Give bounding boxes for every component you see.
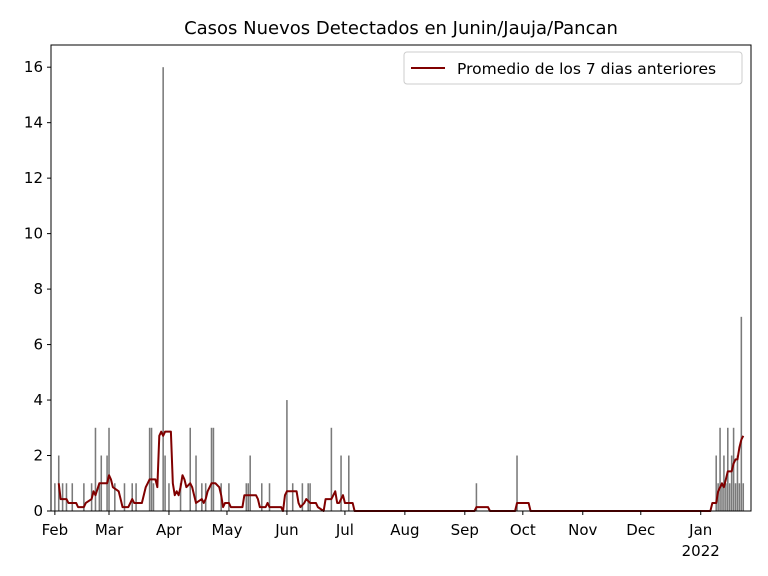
bar — [150, 427, 153, 511]
x-tick-label: Nov — [568, 521, 597, 539]
bar — [71, 483, 74, 511]
bar — [309, 483, 311, 511]
x-tick-label: Jun — [274, 521, 298, 539]
bar — [195, 455, 197, 511]
bars-layer — [54, 67, 745, 511]
y-tick-label: 10 — [24, 225, 43, 243]
x-tick-label: May — [211, 521, 242, 539]
x-tick-label: Oct — [510, 521, 536, 539]
bar — [301, 483, 304, 511]
bar — [719, 427, 721, 511]
bar — [475, 483, 478, 511]
bar — [725, 483, 727, 511]
legend-box — [403, 51, 743, 85]
bar — [247, 483, 250, 511]
x-tick-label: Dec — [626, 521, 655, 539]
bar — [715, 455, 717, 511]
bar — [340, 455, 342, 511]
line-layer — [57, 430, 745, 512]
x-tick-label: Jul — [335, 521, 354, 539]
bar — [740, 316, 743, 511]
bar — [249, 455, 251, 511]
bar — [164, 455, 166, 511]
bar — [732, 427, 735, 511]
y-tick-label: 6 — [33, 336, 43, 354]
bar — [83, 483, 85, 511]
bar — [189, 427, 191, 511]
chart-title: Casos Nuevos Detectados en Junin/Jauja/P… — [184, 18, 618, 39]
x-tick-label: Aug — [390, 521, 419, 539]
series-line-moving-average — [57, 430, 745, 512]
bar — [114, 483, 116, 511]
y-tick-label: 14 — [24, 114, 43, 132]
y-tick-label: 16 — [24, 58, 43, 76]
x-tick-label: Mar — [95, 521, 124, 539]
bar — [330, 427, 333, 511]
bar — [730, 455, 733, 511]
bar — [168, 483, 170, 511]
y-tick-label: 0 — [33, 502, 43, 520]
bar — [108, 427, 110, 511]
x-tick-label: Feb — [42, 521, 69, 539]
plot-frame — [50, 44, 752, 512]
bar — [212, 427, 215, 511]
bar — [734, 483, 737, 511]
bar — [736, 455, 739, 511]
bar — [65, 483, 68, 511]
bar — [98, 483, 101, 511]
bar — [179, 483, 182, 511]
bar — [721, 483, 723, 511]
bar — [61, 483, 64, 511]
bar — [123, 483, 126, 511]
bar — [131, 483, 133, 511]
legend-label: Promedio de los 7 dias anteriores — [457, 60, 716, 78]
bar — [201, 483, 203, 511]
bar — [54, 483, 56, 511]
x-tick-label: Apr — [156, 521, 183, 539]
axes-layer: 0 2 4 6 8 10 12 14 16 Feb Mar Apr May Jun Jul Aug Sep Oct… — [24, 44, 752, 560]
bar — [210, 427, 213, 511]
x-tick-label: Jan — [688, 521, 712, 539]
y-tick-label: 8 — [33, 280, 43, 298]
bar — [738, 483, 741, 511]
legend: Promedio de los 7 dias anteriores — [403, 51, 743, 85]
bar — [268, 483, 271, 511]
bar — [135, 483, 137, 511]
x-year-label: 2022 — [682, 542, 720, 560]
y-tick-label: 4 — [33, 391, 43, 409]
y-tick-label: 12 — [24, 169, 43, 187]
bar — [162, 67, 164, 511]
bar — [261, 483, 263, 511]
bar — [286, 400, 288, 511]
bar — [516, 455, 518, 511]
y-tick-label: 2 — [33, 447, 43, 465]
bar — [245, 483, 248, 511]
bar — [307, 483, 309, 511]
bar — [348, 455, 350, 511]
bar — [148, 427, 151, 511]
bar — [152, 483, 155, 511]
bar — [291, 483, 294, 511]
bar — [94, 427, 97, 511]
bar — [228, 483, 230, 511]
bar — [728, 483, 731, 511]
bar — [727, 427, 729, 511]
x-tick-label: Sep — [451, 521, 479, 539]
bar — [742, 483, 745, 511]
